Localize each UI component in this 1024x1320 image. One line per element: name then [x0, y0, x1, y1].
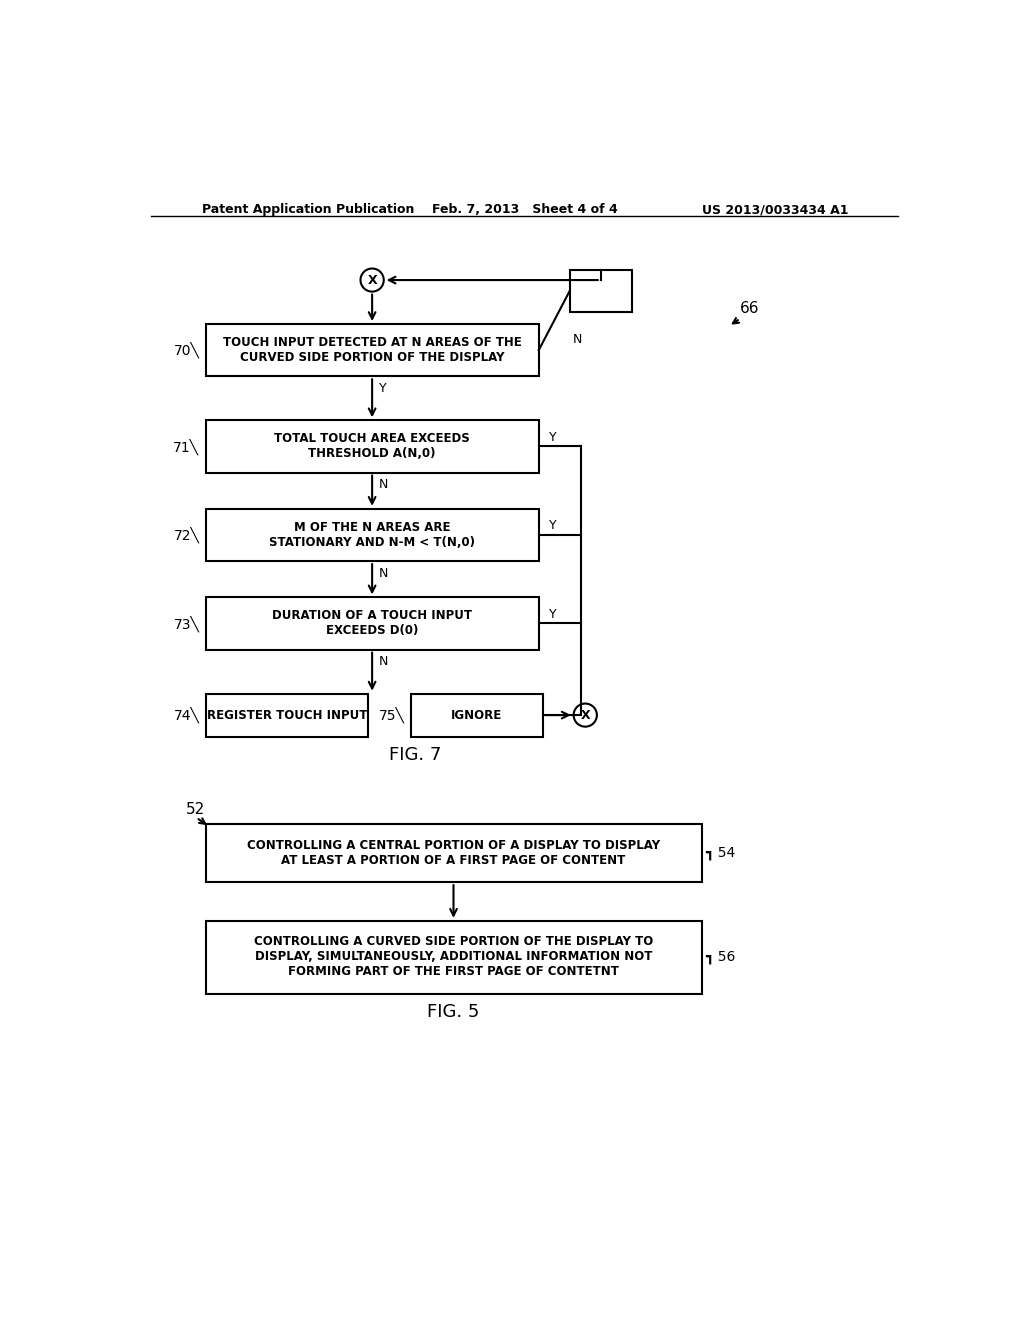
Bar — [206, 420, 539, 473]
Text: TOUCH INPUT DETECTED AT N AREAS OF THE
CURVED SIDE PORTION OF THE DISPLAY: TOUCH INPUT DETECTED AT N AREAS OF THE C… — [223, 337, 521, 364]
Text: FIG. 7: FIG. 7 — [388, 746, 441, 764]
Text: M OF THE N AREAS ARE
STATIONARY AND N-M < T(N,0): M OF THE N AREAS ARE STATIONARY AND N-M … — [269, 521, 475, 549]
Text: 66: 66 — [740, 301, 760, 315]
Text: DURATION OF A TOUCH INPUT
EXCEEDS D(0): DURATION OF A TOUCH INPUT EXCEEDS D(0) — [272, 610, 472, 638]
Text: Y: Y — [549, 607, 556, 620]
Text: CONTROLLING A CURVED SIDE PORTION OF THE DISPLAY TO
DISPLAY, SIMULTANEOUSLY, ADD: CONTROLLING A CURVED SIDE PORTION OF THE… — [254, 936, 653, 978]
Text: FIG. 5: FIG. 5 — [427, 1003, 479, 1020]
Text: Y: Y — [379, 381, 387, 395]
Text: X: X — [368, 273, 377, 286]
Bar — [411, 693, 543, 737]
Text: TOTAL TOUCH AREA EXCEEDS
THRESHOLD A(N,0): TOTAL TOUCH AREA EXCEEDS THRESHOLD A(N,0… — [274, 433, 470, 461]
Text: REGISTER TOUCH INPUT: REGISTER TOUCH INPUT — [207, 709, 367, 722]
Bar — [206, 508, 539, 561]
Text: N: N — [378, 656, 388, 668]
Bar — [206, 921, 701, 994]
Text: N: N — [378, 478, 388, 491]
Bar — [206, 825, 701, 882]
Text: IGNORE: IGNORE — [452, 709, 503, 722]
Bar — [569, 271, 632, 313]
Text: 73╲: 73╲ — [173, 615, 200, 632]
Text: ┓ 54: ┓ 54 — [706, 846, 735, 859]
Text: Patent Application Publication: Patent Application Publication — [202, 203, 414, 216]
Text: 72╲: 72╲ — [173, 527, 200, 543]
Text: US 2013/0033434 A1: US 2013/0033434 A1 — [702, 203, 849, 216]
Bar — [206, 693, 369, 737]
Text: 52: 52 — [186, 801, 206, 817]
Text: Y: Y — [549, 430, 556, 444]
Bar — [206, 323, 539, 376]
Text: X: X — [581, 709, 590, 722]
Text: 75╲: 75╲ — [379, 708, 404, 723]
Text: Feb. 7, 2013   Sheet 4 of 4: Feb. 7, 2013 Sheet 4 of 4 — [432, 203, 617, 216]
Text: CONTROLLING A CENTRAL PORTION OF A DISPLAY TO DISPLAY
AT LEAST A PORTION OF A FI: CONTROLLING A CENTRAL PORTION OF A DISPL… — [247, 840, 660, 867]
Text: 71╲: 71╲ — [173, 438, 200, 454]
Text: N: N — [378, 566, 388, 579]
Bar — [206, 597, 539, 649]
Text: N: N — [572, 333, 583, 346]
Text: 70╲: 70╲ — [173, 342, 200, 358]
Text: ┓ 56: ┓ 56 — [706, 950, 736, 964]
Text: Y: Y — [549, 519, 556, 532]
Text: 74╲: 74╲ — [173, 708, 200, 723]
